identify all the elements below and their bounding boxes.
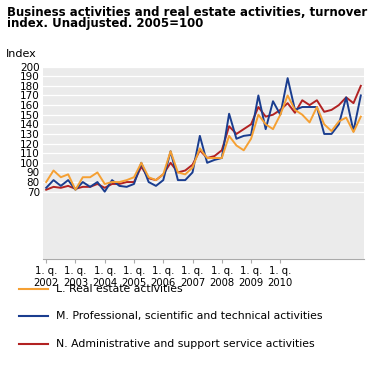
Text: index. Unadjusted. 2005=100: index. Unadjusted. 2005=100 (7, 17, 204, 30)
Text: M. Professional, scientific and technical activities: M. Professional, scientific and technica… (56, 311, 322, 322)
Text: L. Real estate activities: L. Real estate activities (56, 283, 182, 294)
Text: Index: Index (6, 49, 36, 59)
Text: N. Administrative and support service activities: N. Administrative and support service ac… (56, 339, 314, 349)
Text: Business activities and real estate activities, turnover: Business activities and real estate acti… (7, 6, 368, 18)
